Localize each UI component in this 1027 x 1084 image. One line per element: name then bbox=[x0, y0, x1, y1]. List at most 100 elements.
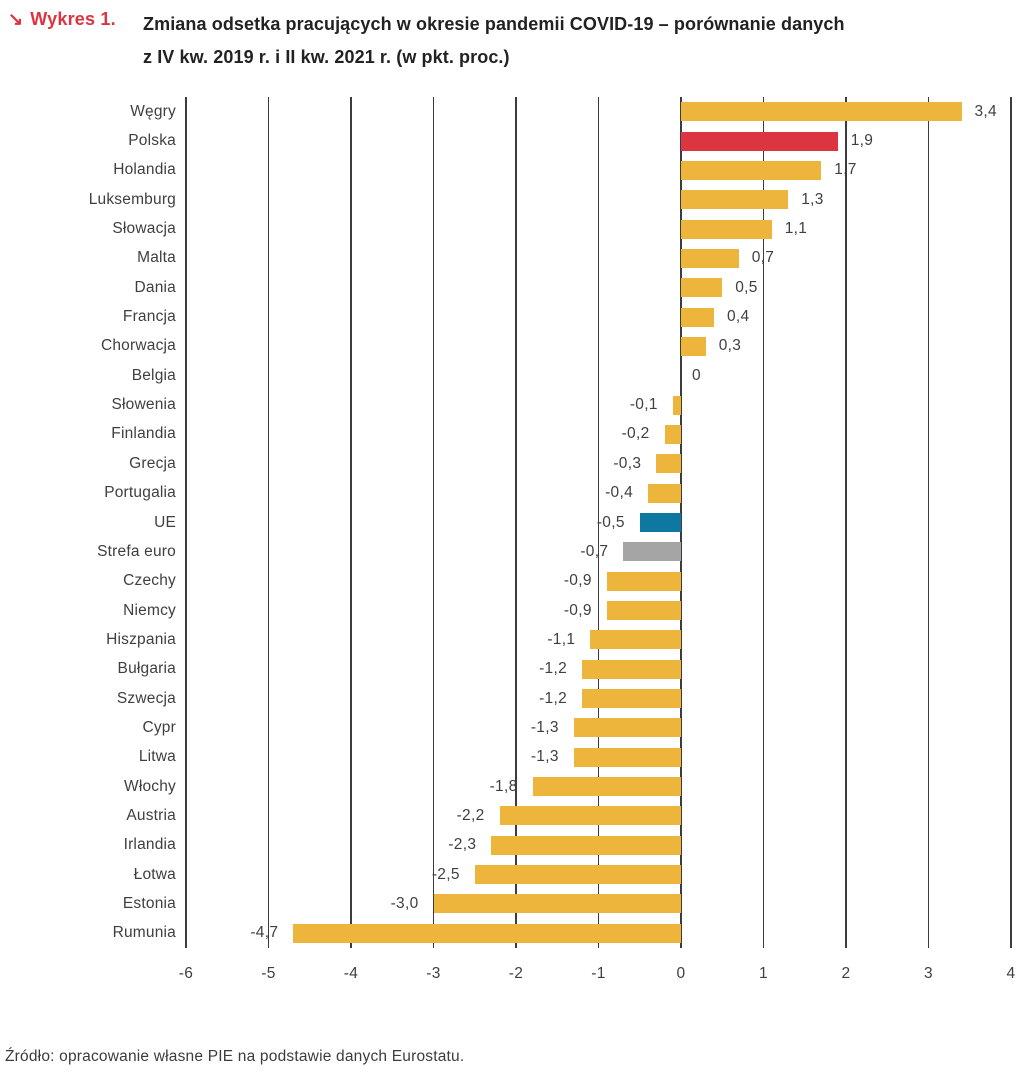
value-label: 1,1 bbox=[784, 220, 808, 238]
country-label: Irlandia bbox=[123, 836, 176, 854]
chart-bar bbox=[590, 630, 681, 650]
chart-bar bbox=[491, 835, 681, 855]
gridline bbox=[597, 97, 600, 948]
value-label: 1,7 bbox=[834, 161, 857, 179]
country-label: Węgry bbox=[130, 102, 176, 120]
chart-bar bbox=[606, 601, 681, 621]
chart-bar bbox=[606, 571, 681, 591]
country-label: Dania bbox=[134, 278, 176, 296]
gridline bbox=[927, 97, 930, 948]
value-label: 1,3 bbox=[801, 190, 824, 208]
x-tick-label: 0 bbox=[676, 965, 686, 982]
chart-bar bbox=[681, 190, 789, 210]
x-tick-label: -2 bbox=[508, 965, 524, 982]
x-tick-label: -1 bbox=[591, 965, 606, 982]
country-label: Grecja bbox=[129, 454, 176, 472]
country-label: Włochy bbox=[123, 777, 176, 795]
chart-bar bbox=[681, 336, 706, 356]
value-label: -2,3 bbox=[448, 836, 477, 854]
value-label: -0,9 bbox=[563, 572, 592, 590]
value-label: -0,4 bbox=[605, 484, 633, 502]
value-label: -4,7 bbox=[250, 924, 279, 942]
figure-number-label: Wykres 1. bbox=[30, 9, 116, 29]
gridline bbox=[185, 97, 187, 948]
x-tick-label: -6 bbox=[178, 965, 194, 982]
value-label: 0,3 bbox=[718, 337, 742, 355]
chart-bar bbox=[623, 542, 681, 562]
country-label: Szwecja bbox=[116, 689, 176, 707]
country-label: Czechy bbox=[123, 572, 176, 590]
value-label: 3,4 bbox=[974, 102, 997, 120]
value-label: 0,5 bbox=[735, 278, 758, 296]
gridline bbox=[845, 97, 847, 948]
value-label: -0,9 bbox=[563, 601, 592, 619]
gridline bbox=[432, 97, 435, 948]
value-label: -3,0 bbox=[390, 894, 419, 912]
x-tick-label: -4 bbox=[343, 965, 359, 982]
chart-bar bbox=[672, 395, 681, 415]
value-label: 0,4 bbox=[727, 308, 750, 326]
country-label: Słowenia bbox=[111, 396, 176, 414]
x-tick-label: 2 bbox=[841, 965, 851, 982]
country-label: Polska bbox=[128, 132, 176, 150]
chart-bar bbox=[573, 747, 681, 767]
value-label: -1,3 bbox=[530, 718, 559, 736]
gridline bbox=[515, 97, 517, 948]
chart-bar bbox=[582, 659, 681, 679]
value-label: -1,8 bbox=[489, 777, 518, 795]
value-label: -2,5 bbox=[431, 865, 460, 883]
country-label: Niemcy bbox=[123, 601, 176, 619]
country-label: Bułgaria bbox=[117, 660, 176, 678]
value-label: -2,2 bbox=[456, 806, 485, 824]
figure-kicker: ↘ Wykres 1. bbox=[8, 9, 116, 30]
value-label: 0 bbox=[692, 366, 701, 384]
country-label: Finlandia bbox=[111, 425, 176, 443]
country-label: Hiszpania bbox=[106, 630, 176, 648]
country-label: Litwa bbox=[138, 748, 176, 766]
country-label: Słowacja bbox=[112, 220, 176, 238]
chart-bar bbox=[532, 777, 681, 797]
value-label: -0,1 bbox=[629, 396, 658, 414]
x-tick-label: 3 bbox=[924, 965, 933, 982]
chart-bar bbox=[681, 248, 739, 268]
chart-bar bbox=[582, 689, 681, 709]
chart-bar bbox=[681, 131, 838, 151]
chart-title-line-1: Zmiana odsetka pracujących w okresie pan… bbox=[143, 14, 845, 34]
chart-bar bbox=[681, 219, 772, 239]
chart-bar bbox=[499, 806, 681, 826]
chart-bar bbox=[433, 894, 681, 914]
x-tick-label: -3 bbox=[426, 965, 441, 982]
country-label: Belgia bbox=[131, 366, 176, 384]
chart-bar bbox=[681, 160, 822, 180]
value-label: 0,7 bbox=[751, 249, 775, 267]
chart-bar bbox=[293, 923, 681, 943]
country-label: Łotwa bbox=[133, 865, 176, 883]
gridline bbox=[350, 97, 352, 948]
country-label: Francja bbox=[122, 308, 176, 326]
value-label: -0,7 bbox=[580, 542, 609, 560]
country-label: Luksemburg bbox=[88, 190, 176, 208]
country-label: Holandia bbox=[113, 161, 176, 179]
gridline bbox=[1010, 97, 1012, 948]
country-label: Cypr bbox=[142, 718, 176, 736]
chart-bar bbox=[656, 454, 681, 474]
chart-bar bbox=[681, 307, 714, 327]
value-label: -0,3 bbox=[613, 454, 642, 472]
value-label: 1,9 bbox=[850, 132, 874, 150]
value-label: -0,5 bbox=[596, 513, 625, 531]
chart-bar bbox=[681, 278, 723, 298]
value-label: -1,2 bbox=[539, 660, 567, 678]
country-label: Estonia bbox=[122, 894, 176, 912]
chart-bar bbox=[474, 865, 681, 885]
country-label: Malta bbox=[137, 249, 176, 267]
gridline bbox=[267, 97, 270, 948]
value-label: -0,2 bbox=[621, 425, 650, 443]
chart-bar bbox=[573, 718, 681, 738]
chart-title-line-2: z IV kw. 2019 r. i II kw. 2021 r. (w pkt… bbox=[143, 47, 510, 67]
chart-title: Zmiana odsetka pracujących w okresie pan… bbox=[143, 8, 845, 74]
value-label: -1,2 bbox=[539, 689, 567, 707]
country-label: Rumunia bbox=[112, 924, 176, 942]
chart-bar bbox=[681, 102, 962, 122]
chart-bar bbox=[639, 513, 681, 532]
